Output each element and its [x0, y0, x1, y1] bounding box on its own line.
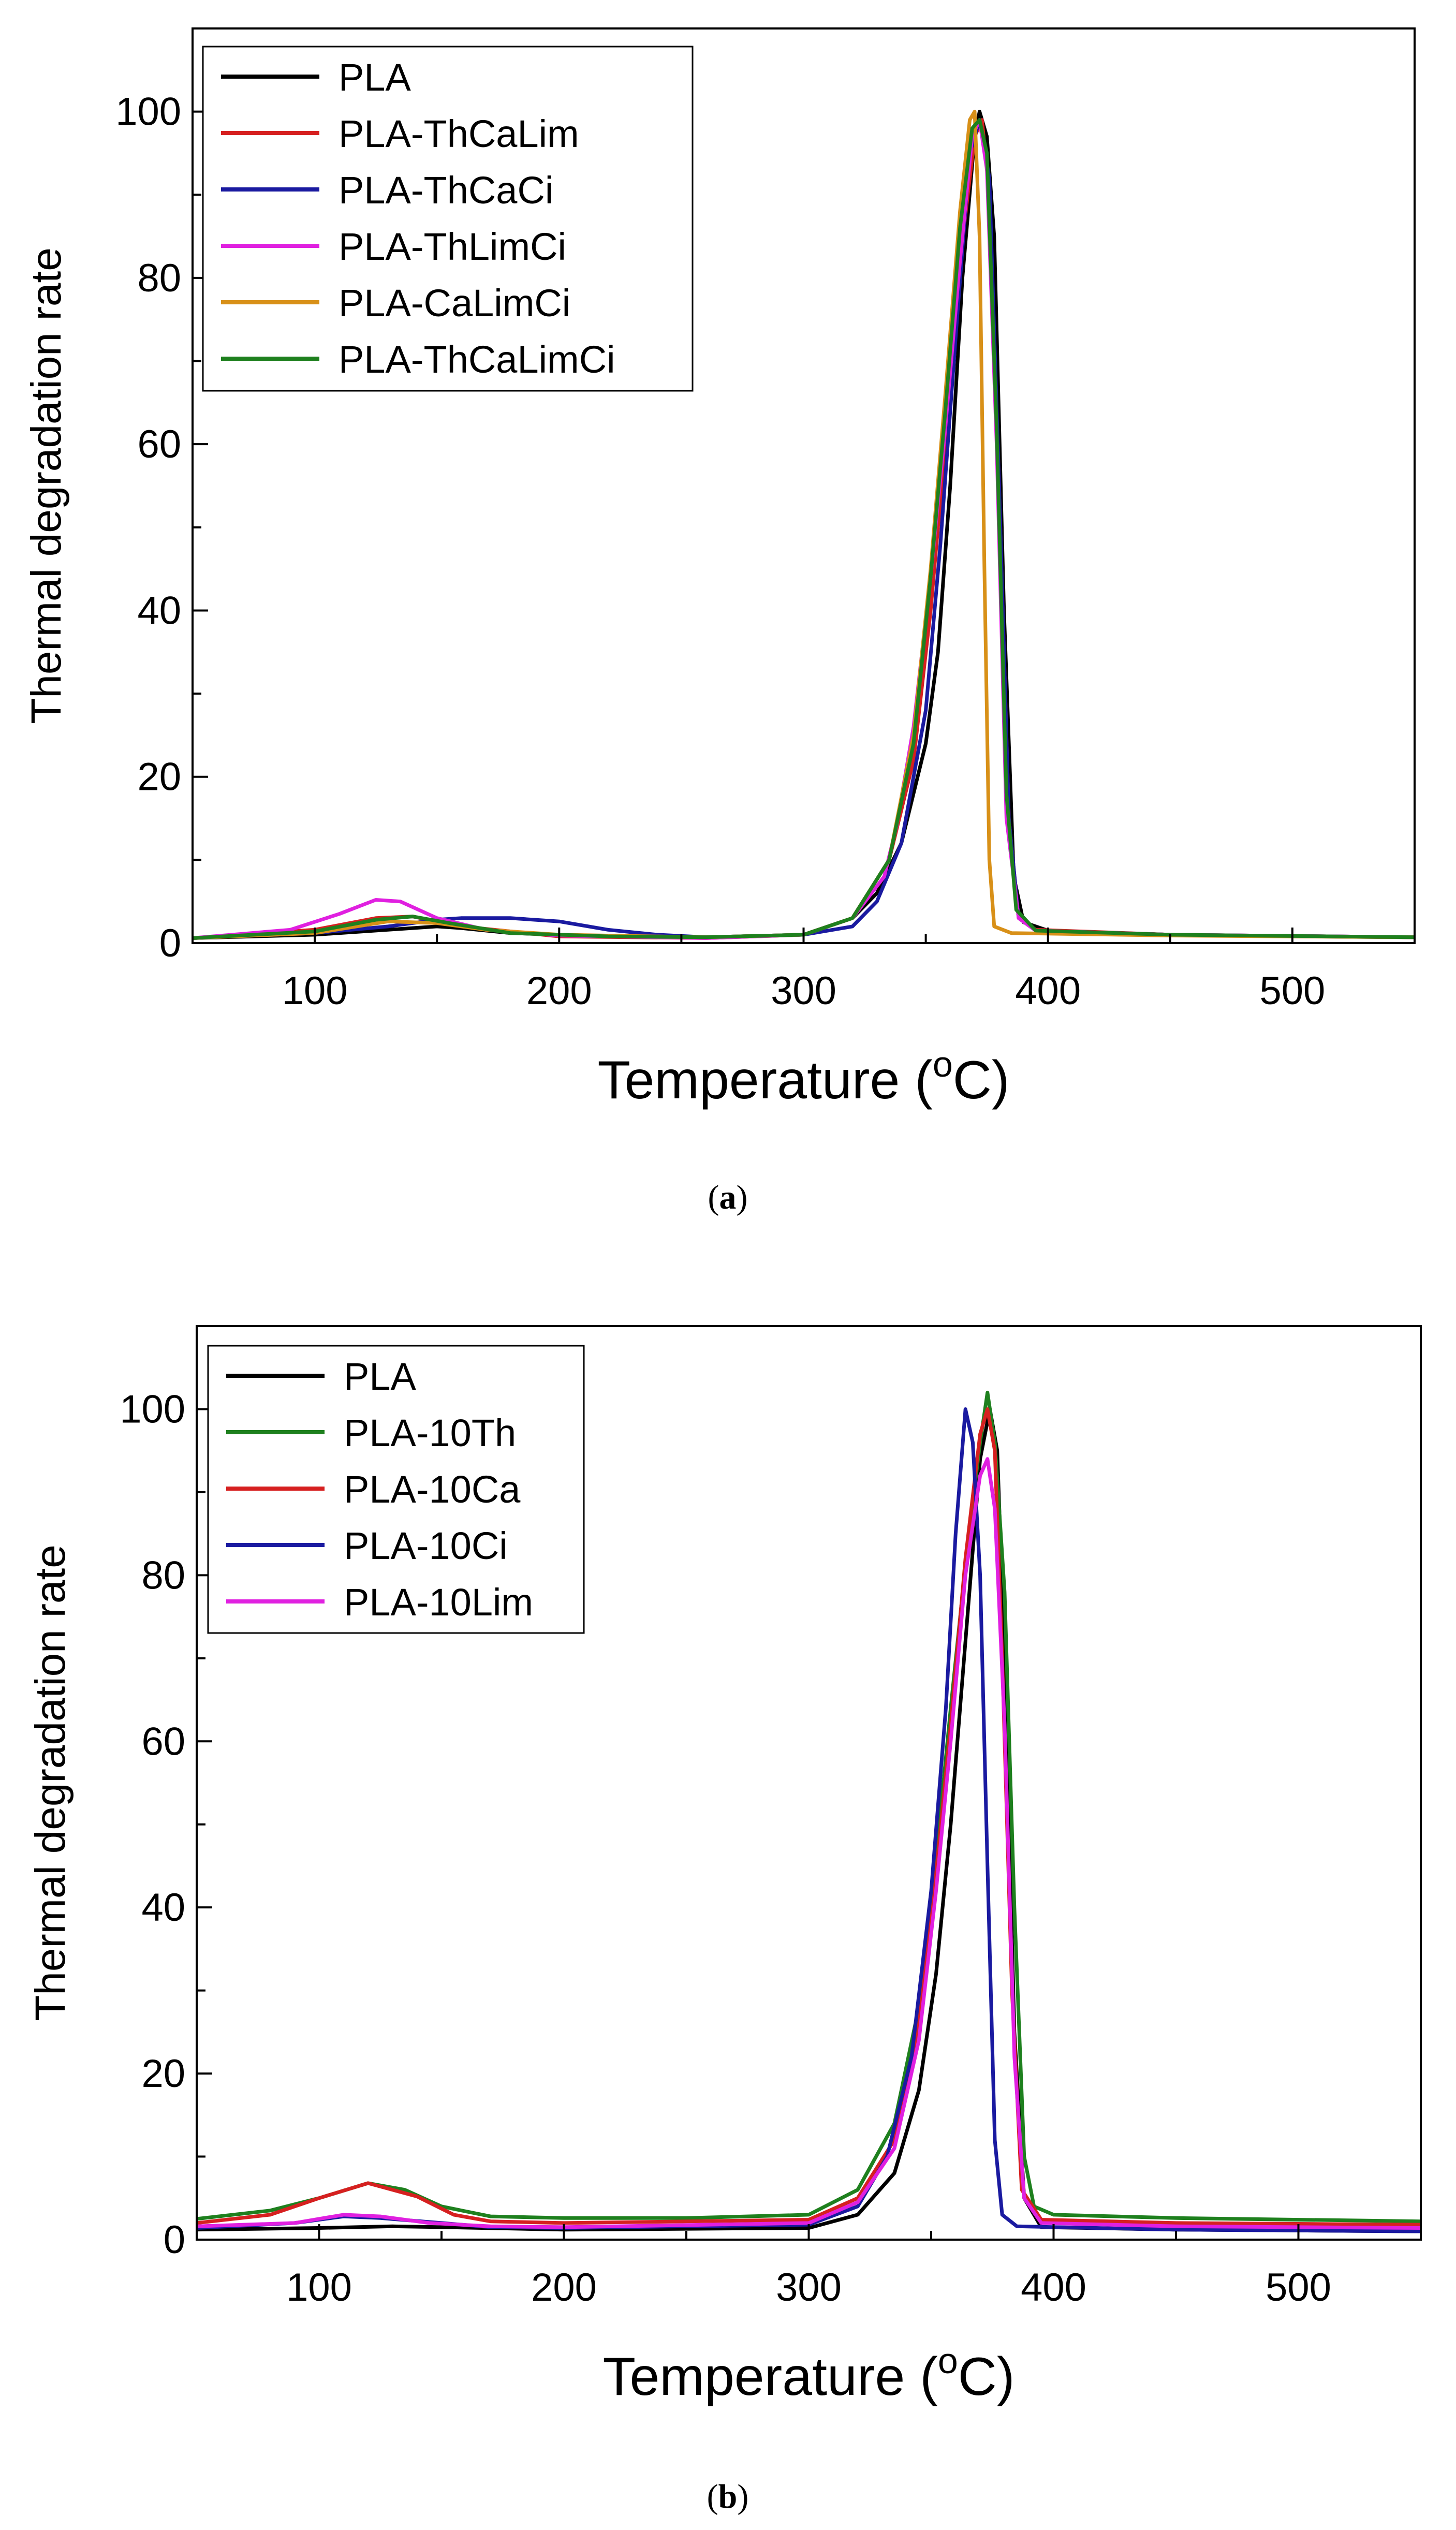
panel-b-caption: (b) [707, 2478, 749, 2516]
y-tick-label-a: 20 [137, 755, 181, 799]
series-group-a [193, 110, 1415, 940]
legend-label-a: PLA-CaLimCi [339, 282, 570, 325]
y-tick-label-b: 20 [141, 2052, 185, 2096]
legend-box-a [202, 46, 694, 392]
x-tick-label-a: 400 [1015, 969, 1081, 1013]
panel-b-caption-letter: b [718, 2478, 738, 2516]
x-tick-label-b: 300 [776, 2266, 842, 2310]
legend-label-a: PLA-ThLimCi [339, 225, 566, 268]
chart-panel-b: 100 200 300 400 500 0 20 40 60 80 100 Temperature (… [27, 1325, 1422, 2407]
x-axis-label-b: Temperature (oC) [602, 2341, 1014, 2407]
x-tick-label-b: 400 [1021, 2266, 1086, 2310]
y-tick-label-b: 40 [141, 1886, 185, 1930]
y-tick-label-b: 60 [141, 1719, 185, 1763]
y-axis-label-b: Thermal degradation rate [27, 1545, 74, 2021]
legend-label-a: PLA [339, 56, 411, 99]
legend-label-b: PLA-10Ca [344, 1468, 521, 1511]
y-tick-label-b: 0 [164, 2218, 185, 2262]
legend-label-b: PLA-10Lim [344, 1581, 533, 1624]
x-tick-label-b: 500 [1266, 2266, 1331, 2310]
series-group-b [197, 1390, 1421, 2233]
panel-a-caption: (a) [708, 1179, 748, 1216]
chart-panel-a: 100 200 300 400 500 0 20 40 60 80 100 Temperature (… [23, 27, 1416, 1110]
legend-b: PLA PLA-10Th PLA-10Ca PLA-10Ci PLA-10Lim [207, 1345, 585, 1634]
x-tick-label-b: 100 [286, 2266, 352, 2310]
legend-label-a: PLA-ThCaLimCi [339, 338, 615, 381]
y-tick-label-a: 80 [137, 256, 181, 300]
y-tick-label-b: 80 [141, 1553, 185, 1597]
y-tick-label-a: 60 [137, 422, 181, 466]
y-tick-label-a: 0 [159, 921, 181, 965]
x-tick-label-a: 500 [1259, 969, 1325, 1013]
x-axis-label-a: Temperature (oC) [597, 1044, 1009, 1110]
legend-a: PLA PLA-ThCaLim PLA-ThCaCi PLA-ThLimCi PLA-C… [202, 46, 694, 392]
x-tick-label-a: 200 [526, 969, 592, 1013]
panel-a-caption-letter: a [719, 1179, 737, 1216]
x-tick-label-a: 100 [282, 969, 348, 1013]
x-tick-label-a: 300 [771, 969, 836, 1013]
y-axis-label-a: Thermal degradation rate [23, 247, 70, 724]
legend-label-b: PLA [344, 1355, 417, 1398]
series-line-b-pla-10lim [197, 1457, 1421, 2230]
legend-label-a: PLA-ThCaCi [339, 169, 553, 212]
y-tick-label-a: 100 [115, 90, 181, 134]
series-line-a-pla-thcalimci [193, 118, 1415, 940]
y-tick-label-b: 100 [120, 1387, 185, 1431]
y-tick-label-a: 40 [137, 589, 181, 632]
x-tick-label-b: 200 [531, 2266, 597, 2310]
legend-label-b: PLA-10Th [344, 1411, 516, 1454]
legend-label-a: PLA-ThCaLim [339, 112, 579, 155]
legend-label-b: PLA-10Ci [344, 1524, 508, 1567]
